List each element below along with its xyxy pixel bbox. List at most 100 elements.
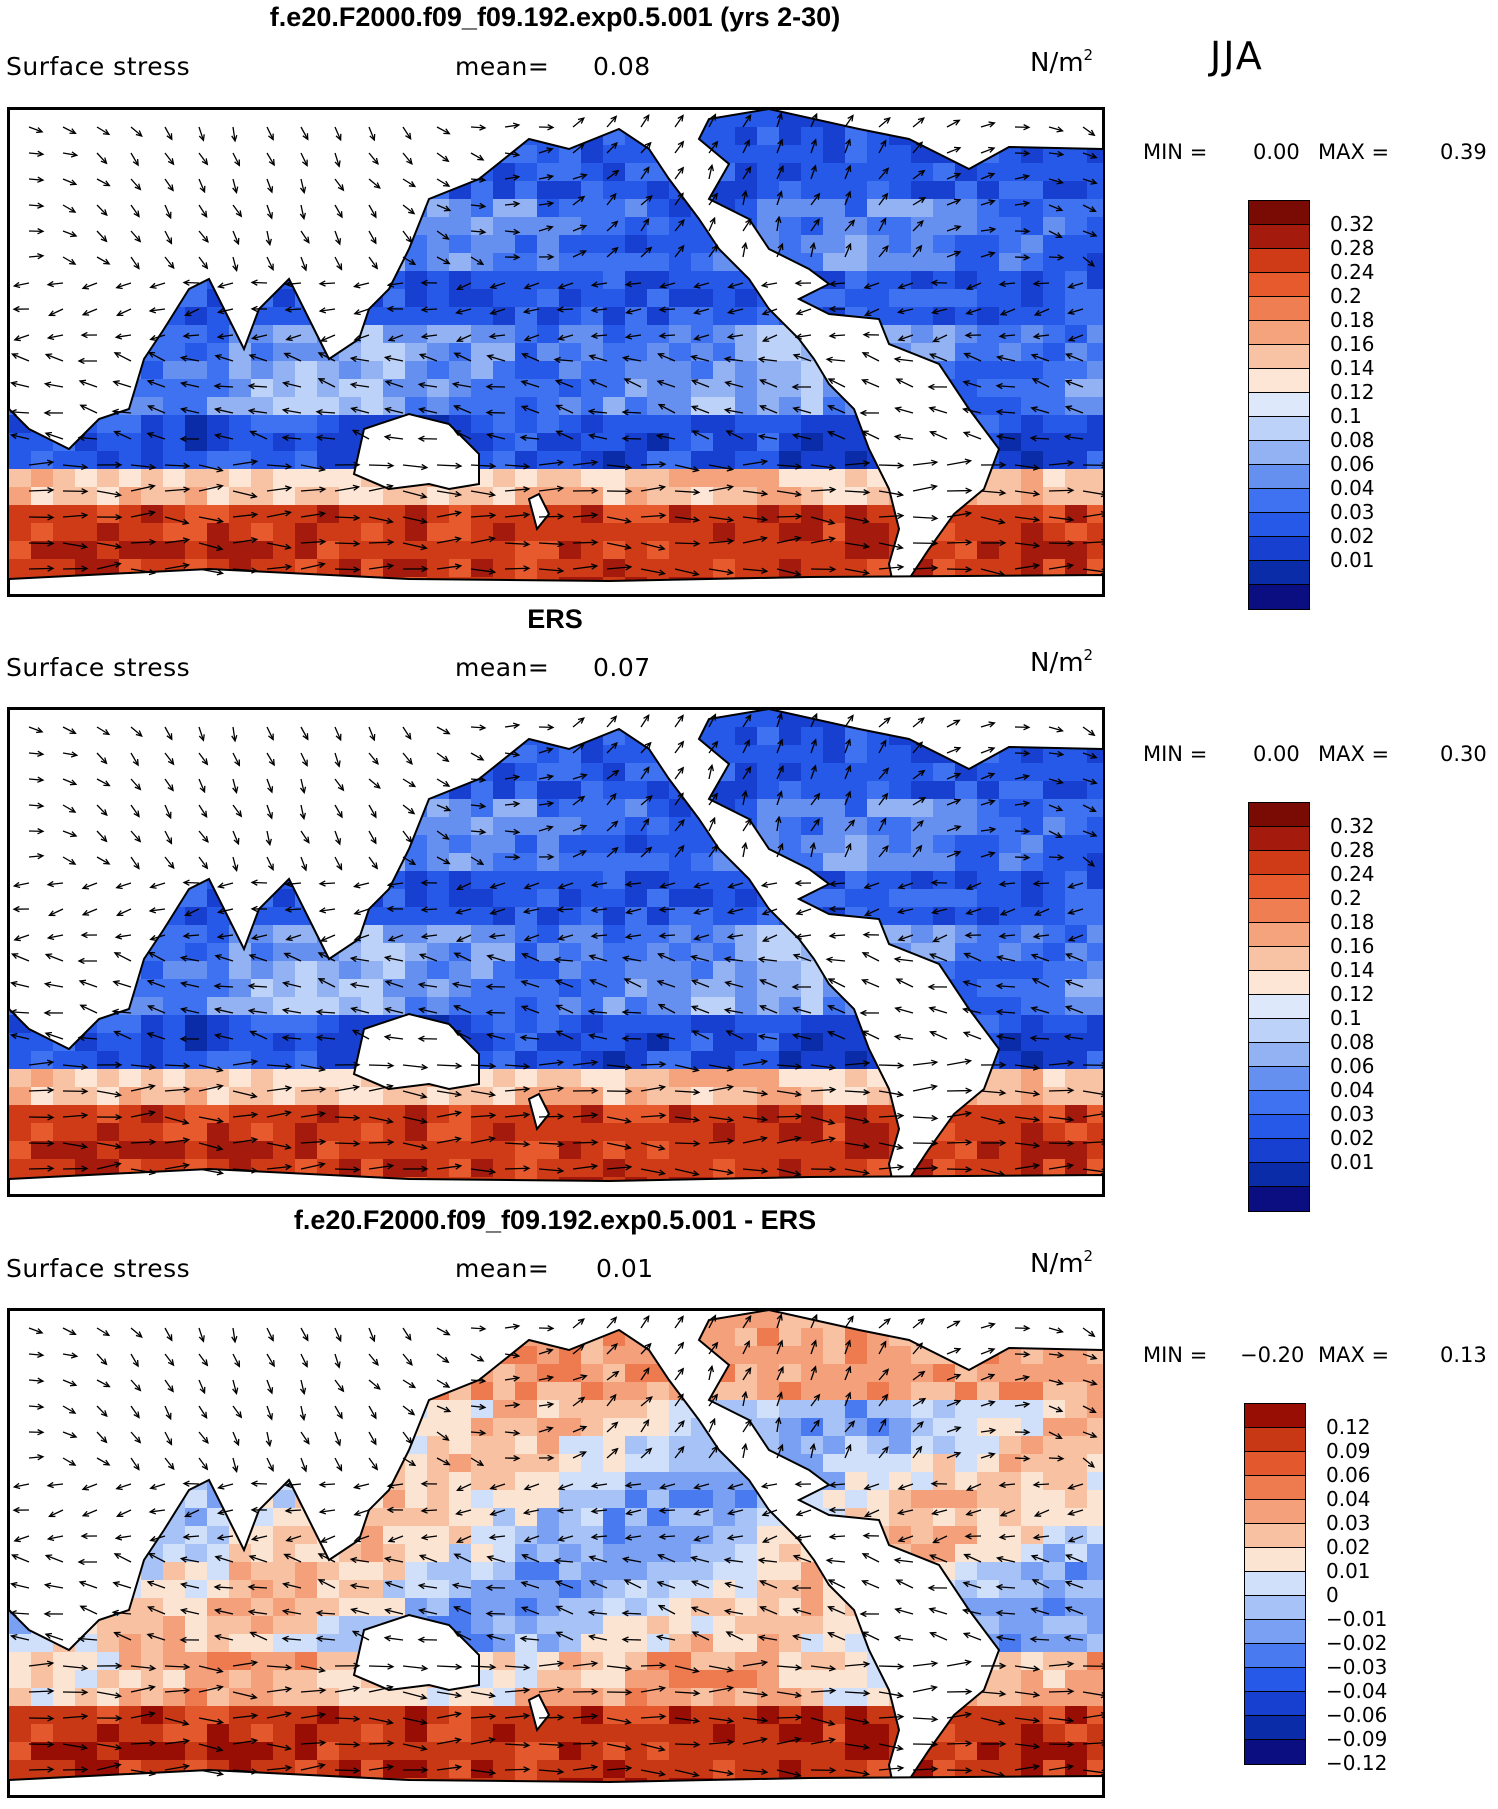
wind-vector (520, 405, 540, 414)
wind-vector (878, 542, 904, 551)
wind-vector (946, 825, 962, 832)
wind-vector (351, 429, 370, 440)
wind-vector (1048, 1059, 1075, 1067)
wind-vector (149, 282, 166, 289)
wind-vector (946, 458, 973, 466)
field-cell (449, 379, 472, 398)
wind-vector (640, 512, 667, 519)
field-cell (779, 1400, 802, 1419)
wind-vector (519, 1034, 540, 1041)
field-cell (471, 1634, 494, 1653)
wind-vector (557, 334, 574, 341)
wind-vector (725, 1030, 744, 1040)
field-cell (1043, 1346, 1066, 1365)
field-cell (537, 907, 560, 926)
wind-vector (130, 483, 156, 492)
wind-vector (1082, 830, 1098, 838)
field-cell (493, 1436, 516, 1455)
field-cell (141, 487, 164, 506)
field-cell (1065, 1598, 1088, 1617)
wind-vector (368, 152, 379, 165)
wind-vector (420, 879, 438, 887)
wind-vector (606, 141, 618, 154)
wind-vector (112, 380, 132, 388)
field-cell (713, 1069, 736, 1088)
field-cell (339, 1580, 362, 1599)
field-cell (911, 853, 934, 872)
wind-vector (456, 882, 472, 891)
field-cell (31, 1688, 54, 1707)
field-cell (691, 541, 714, 560)
wind-vector (742, 218, 752, 232)
wind-vector (708, 740, 719, 754)
field-cell (295, 1123, 318, 1142)
field-cell (493, 1015, 516, 1034)
wind-vector (863, 882, 880, 890)
field-cell (911, 1436, 934, 1455)
field-cell (515, 889, 538, 908)
field-cell (779, 835, 802, 854)
panel-3-units: N/m2 (1030, 1247, 1094, 1279)
field-cell (603, 1141, 626, 1160)
field-cell (185, 469, 208, 488)
field-cell (757, 1364, 780, 1383)
field-cell (603, 1382, 626, 1401)
field-cell (1087, 889, 1103, 908)
wind-vector (658, 332, 676, 339)
wind-vector (62, 804, 77, 813)
field-cell (31, 451, 54, 470)
wind-vector (62, 204, 77, 213)
field-cell (1021, 1544, 1044, 1563)
field-cell (779, 127, 802, 146)
field-cell (625, 1105, 648, 1124)
field-cell (273, 505, 296, 524)
field-cell (1087, 397, 1103, 416)
wind-vector (523, 282, 540, 290)
field-cell (669, 523, 692, 542)
wind-vector (980, 568, 1006, 577)
field-cell (801, 817, 824, 836)
wind-vector (130, 538, 157, 546)
field-cell (911, 835, 934, 854)
wind-vector (470, 490, 497, 498)
wind-vector (113, 430, 132, 440)
field-cell (603, 1508, 626, 1527)
wind-vector (470, 1090, 497, 1098)
field-cell (559, 763, 582, 782)
wind-vector (927, 383, 948, 391)
wind-vector (946, 487, 973, 494)
field-cell (119, 1616, 142, 1635)
wind-vector (520, 980, 540, 988)
wind-vector (504, 174, 521, 181)
wind-vector (776, 712, 783, 728)
wind-vector (572, 850, 588, 858)
field-cell (669, 1598, 692, 1617)
field-cell (999, 1580, 1022, 1599)
field-cell (361, 1562, 384, 1581)
wind-vector (198, 178, 206, 194)
field-cell (427, 343, 450, 362)
field-cell (493, 1087, 516, 1106)
field-cell (603, 523, 626, 542)
field-cell (647, 505, 670, 524)
wind-vector (266, 126, 274, 141)
field-cell (317, 1051, 340, 1070)
wind-vector (965, 282, 982, 290)
field-cell (999, 487, 1022, 506)
wind-vector (130, 152, 139, 167)
field-cell (273, 1087, 296, 1106)
field-cell (757, 361, 780, 380)
field-cell (1043, 433, 1066, 452)
wind-vector (708, 538, 735, 545)
field-cell (823, 1328, 846, 1347)
field-cell (1087, 379, 1103, 398)
wind-vector (606, 464, 633, 471)
wind-vector (334, 856, 343, 871)
wind-vector (232, 752, 241, 767)
colorbar-swatch (1249, 1163, 1309, 1187)
field-cell (449, 889, 472, 908)
wind-vector (334, 804, 343, 819)
field-cell (669, 1526, 692, 1545)
field-cell (449, 1418, 472, 1437)
wind-vector (266, 1163, 293, 1171)
